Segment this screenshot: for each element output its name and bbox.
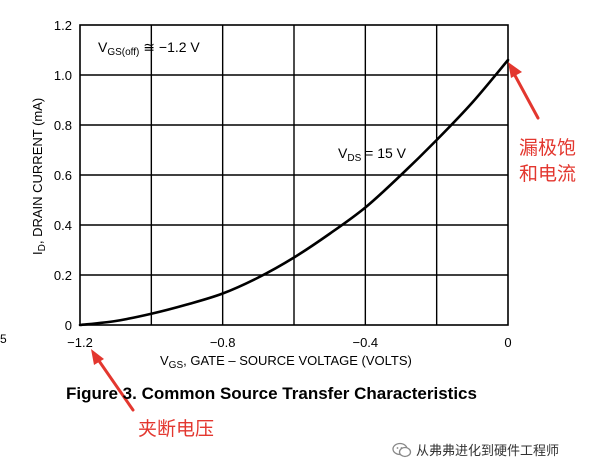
vgs-off-annotation: VGS(off) ≅ −1.2 V [98,39,200,58]
watermark-text: 从弗弗进化到硬件工程师 [416,444,560,459]
x-tick-label: −0.8 [210,335,236,350]
x-tick-label: −0.4 [352,335,378,350]
figure-caption: Figure 3. Common Source Transfer Charact… [66,384,477,403]
y-tick-label: 1.2 [54,18,72,33]
y-axis-ticks: 0 0.2 0.4 0.6 0.8 1.0 1.2 [54,18,72,333]
x-tick-label: −1.2 [67,335,93,350]
pinch-off-arrow [91,349,135,412]
y-tick-label: 0.2 [54,268,72,283]
series-line [78,58,510,327]
drain-saturation-label: 漏极饱和电流 [519,137,577,185]
x-axis-ticks: −1.2 −0.8 −0.4 0 [67,335,511,350]
wechat-icon [392,442,412,457]
watermark: 从弗弗进化到硬件工程师 [392,440,559,459]
y-tick-label: 1.0 [54,68,72,83]
x-axis-title: VGS, GATE – SOURCE VOLTAGE (VOLTS) [160,353,412,371]
y-axis-title: ID, DRAIN CURRENT (mA) [30,98,48,255]
grid-lines [80,25,508,325]
y-tick-label: 0 [65,318,72,333]
y-tick-label: 0.8 [54,118,72,133]
plot-frame [79,24,509,326]
drain-saturation-arrow [508,62,540,120]
pinch-off-label: 夹断电压 [138,418,215,440]
y-tick-label: 0.4 [54,218,72,233]
x-tick-label: 0 [504,335,511,350]
edge-tick-label: 5 [0,332,7,346]
vds-annotation: VDS = 15 V [338,145,407,164]
y-tick-label: 0.6 [54,168,72,183]
